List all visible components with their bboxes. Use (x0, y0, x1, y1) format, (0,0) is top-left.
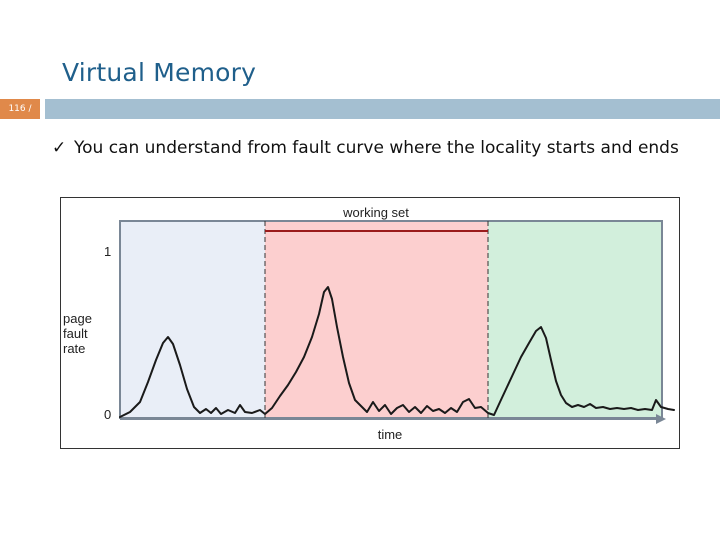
bullet-item: ✓ You can understand from fault curve whe… (52, 138, 679, 158)
y-label-line-3: rate (63, 341, 85, 356)
page-fault-curve (119, 286, 675, 418)
bullet-text: You can understand from fault curve wher… (74, 138, 679, 158)
working-set-label: working set (342, 205, 409, 220)
checkmark-icon: ✓ (52, 138, 67, 158)
title-divider-bar (45, 99, 720, 119)
y-tick-top: 1 (104, 244, 111, 259)
y-tick-bottom: 0 (104, 407, 111, 422)
locality-region-2 (265, 221, 488, 418)
time-axis-arrow-icon (656, 414, 666, 424)
working-set-diagram: working set 1 0 page fault rate time (60, 197, 680, 449)
locality-region-1 (120, 221, 265, 418)
y-label-line-1: page (63, 311, 92, 326)
y-label-line-2: fault (63, 326, 88, 341)
locality-region-3 (488, 221, 662, 418)
slide-number: 116 / 122 (0, 99, 40, 134)
time-axis-label: time (378, 427, 403, 442)
working-set-figure: working set 1 0 page fault rate time (60, 197, 680, 449)
slide-title: Virtual Memory (62, 58, 257, 87)
